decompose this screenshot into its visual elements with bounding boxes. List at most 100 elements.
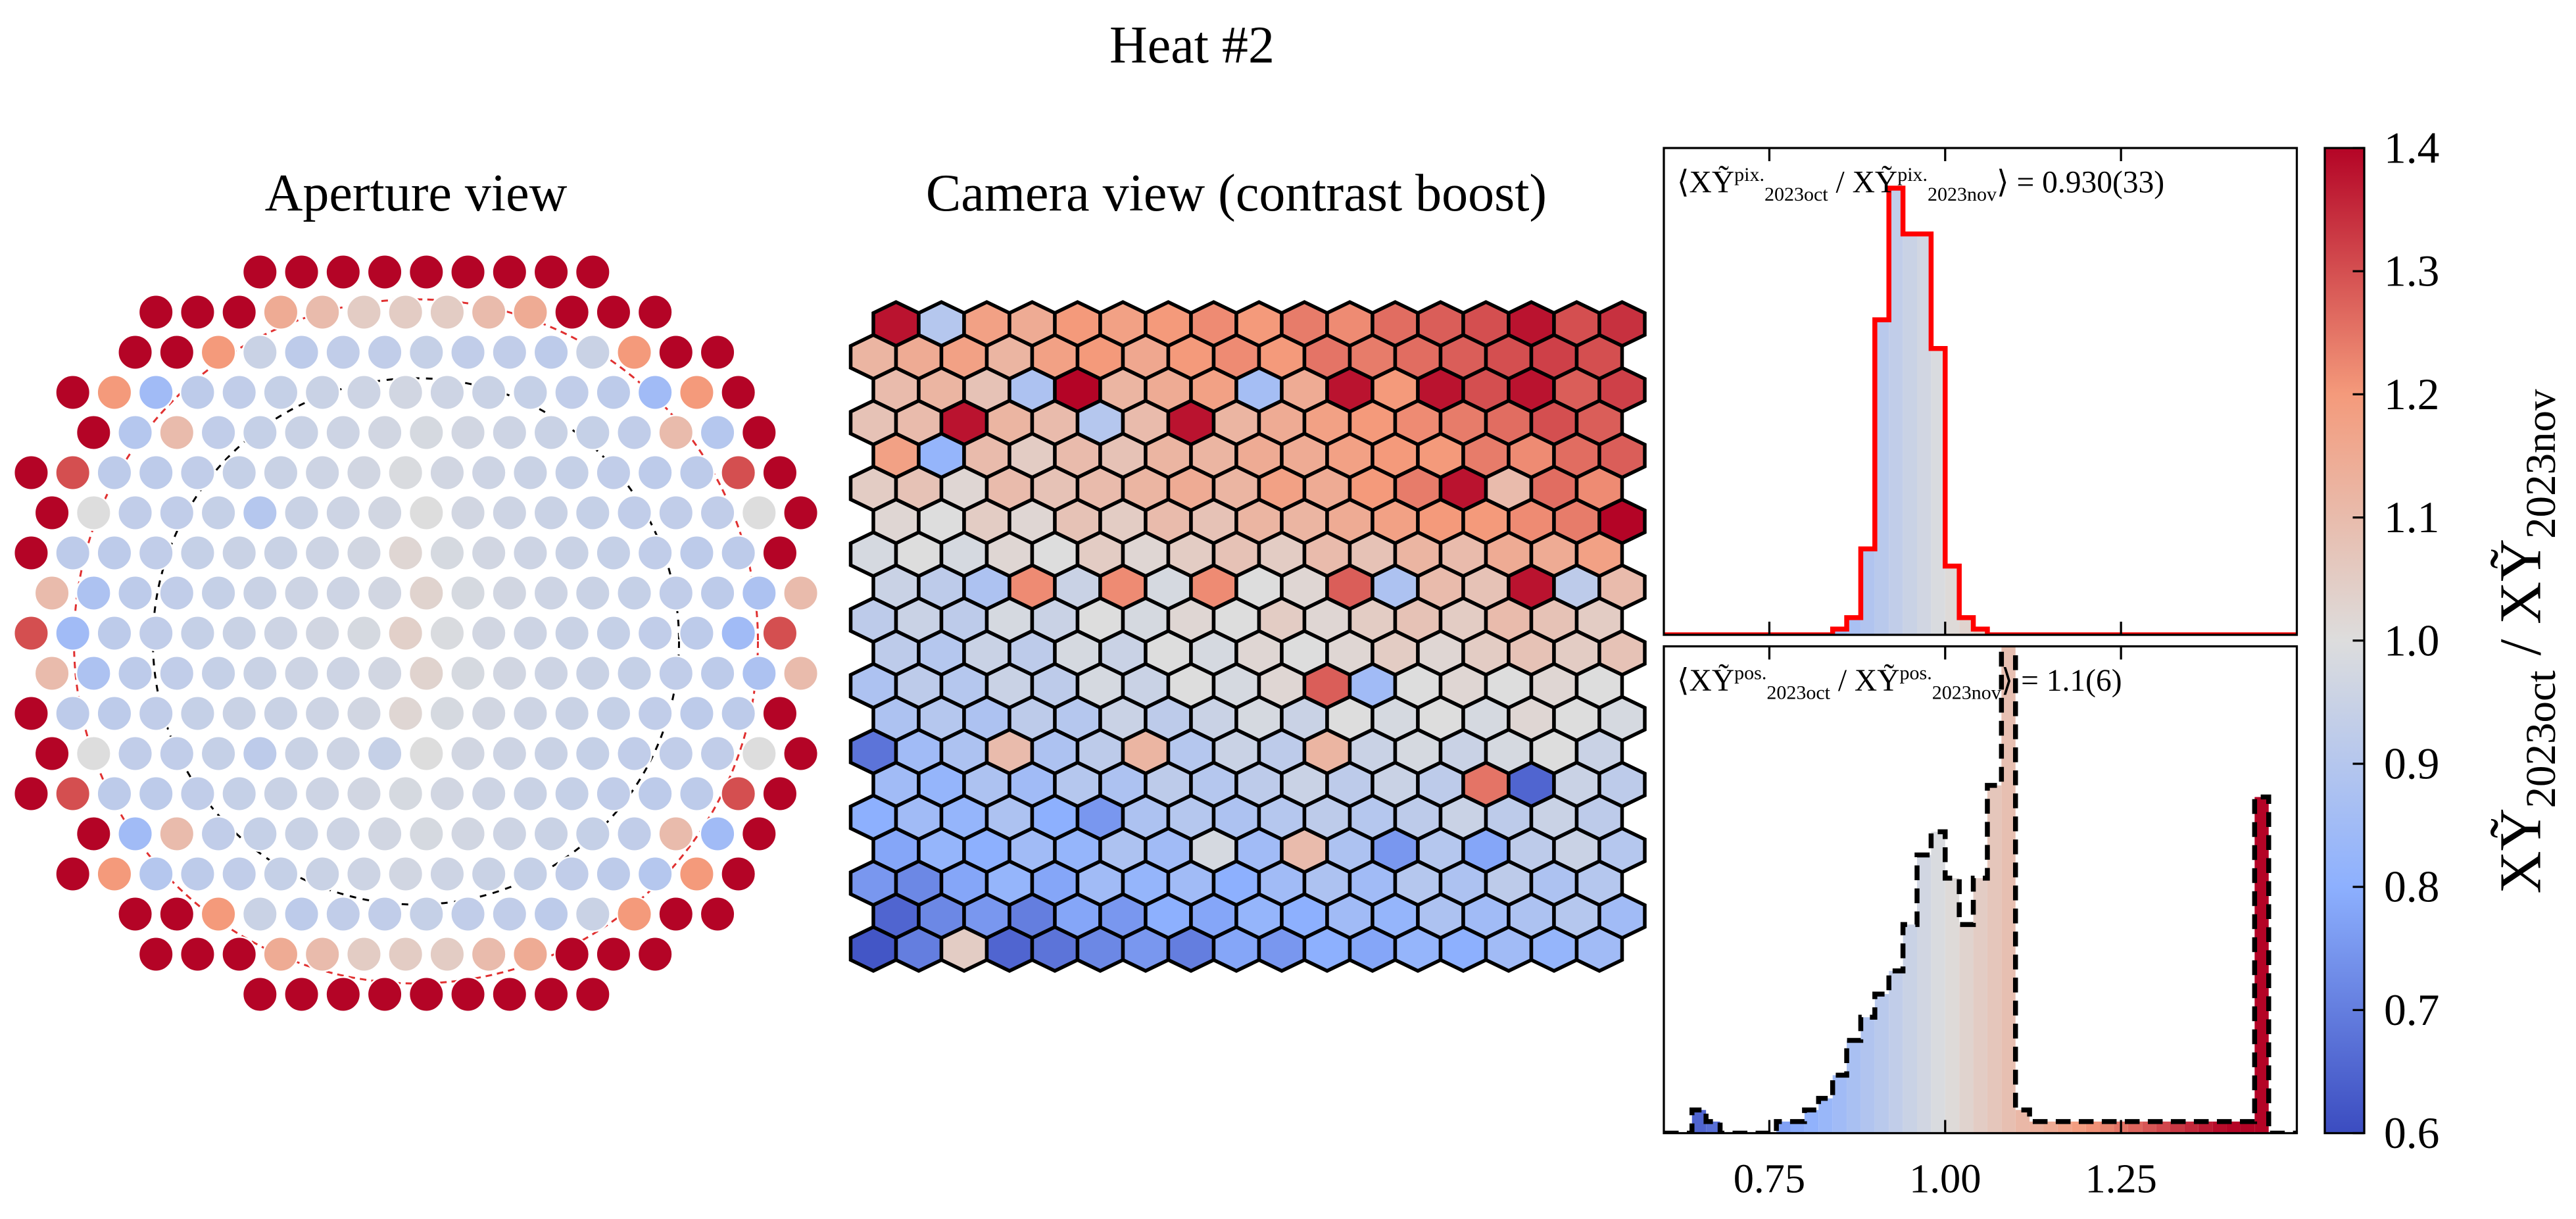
- histogram-bar: [2156, 1121, 2170, 1133]
- aperture-pixel: [117, 815, 154, 852]
- aperture-pixel: [34, 735, 70, 772]
- aperture-pixel: [533, 895, 570, 932]
- histogram-bar: [2001, 646, 2016, 1133]
- aperture-pixel: [137, 695, 174, 732]
- aperture-pixel: [34, 494, 70, 531]
- aperture-pixel: [366, 494, 403, 531]
- aperture-pixel: [283, 895, 320, 932]
- histogram-bar: [2127, 1121, 2143, 1133]
- aperture-pixel: [325, 735, 362, 772]
- histogram-bar: [1973, 629, 1987, 635]
- aperture-pixel: [345, 856, 382, 893]
- aperture-pixel: [158, 895, 195, 932]
- aperture-pixel: [533, 334, 570, 370]
- aperture-pixel: [96, 695, 133, 732]
- camera-pixel: [1166, 925, 1216, 973]
- histogram-bar: [2057, 1121, 2072, 1133]
- aperture-pixel: [241, 655, 278, 691]
- aperture-pixel: [491, 976, 528, 1012]
- aperture-pixel: [450, 253, 487, 290]
- aperture-pixel: [75, 494, 112, 531]
- aperture-pixel: [262, 695, 299, 732]
- camera-pixel: [1574, 925, 1624, 973]
- aperture-pixel: [595, 614, 632, 651]
- histogram-bar: [1790, 1121, 1805, 1133]
- histogram-bar: [1874, 994, 1889, 1133]
- aperture-pixel: [658, 494, 694, 531]
- aperture-pixel: [658, 655, 694, 691]
- aperture-pixel: [554, 374, 591, 411]
- aperture-pixel: [366, 976, 403, 1012]
- histogram-outline: [1663, 646, 2297, 1133]
- histogram-bar: [1860, 1017, 1875, 1133]
- aperture-pixel: [283, 976, 320, 1012]
- aperture-pixel: [637, 935, 673, 972]
- histogram-bar: [1889, 187, 1903, 635]
- camera-pixel: [1348, 925, 1397, 973]
- aperture-pixel: [345, 535, 382, 572]
- aperture-pixel: [637, 294, 673, 331]
- aperture-pixel: [491, 253, 528, 290]
- aperture-pixel: [470, 695, 507, 732]
- histogram-bar: [2029, 1121, 2044, 1133]
- aperture-pixel: [366, 334, 403, 370]
- aperture-pixel: [179, 454, 216, 491]
- histogram-bar: [2100, 1121, 2114, 1133]
- aperture-pixel: [762, 695, 798, 732]
- aperture-pixel: [55, 856, 91, 893]
- aperture-pixel: [366, 575, 403, 611]
- aperture-pixel: [117, 895, 154, 932]
- aperture-pixel: [241, 575, 278, 611]
- aperture-pixel: [450, 815, 487, 852]
- aperture-pixel: [366, 253, 403, 290]
- aperture-pixel: [221, 775, 258, 812]
- aperture-pixel: [491, 414, 528, 451]
- aperture-pixel: [408, 575, 445, 611]
- aperture-pixel: [262, 535, 299, 572]
- camera-pixel: [1030, 925, 1080, 973]
- aperture-pixel: [408, 494, 445, 531]
- aperture-pixel: [408, 895, 445, 932]
- aperture-pixel: [595, 775, 632, 812]
- aperture-pixel: [450, 655, 487, 691]
- aperture-pixel: [595, 374, 632, 411]
- camera-pixel: [984, 925, 1034, 973]
- aperture-pixel: [221, 294, 258, 331]
- aperture-pixel: [55, 695, 91, 732]
- aperture-pixel: [179, 614, 216, 651]
- camera-pixel: [1393, 925, 1443, 973]
- aperture-pixel: [637, 454, 673, 491]
- aperture-pixel: [304, 294, 341, 331]
- aperture-pixel: [741, 575, 777, 611]
- aperture-pixel: [616, 334, 653, 370]
- aperture-pixel: [783, 655, 819, 691]
- aperture-pixel: [783, 735, 819, 772]
- histogram-bar: [1776, 1121, 1791, 1133]
- aperture-pixel: [12, 775, 49, 812]
- aperture-pixel: [470, 294, 507, 331]
- aperture-pixel: [117, 334, 154, 370]
- aperture-pixel: [678, 695, 715, 732]
- histogram-bar: [1945, 878, 1960, 1133]
- histogram-bar: [2043, 1121, 2058, 1133]
- aperture-pixel: [304, 935, 341, 972]
- aperture-pixel: [96, 614, 133, 651]
- aperture-pixel: [96, 775, 133, 812]
- histogram-bar: [1987, 785, 2002, 1133]
- aperture-pixel: [366, 895, 403, 932]
- aperture-pixel: [221, 374, 258, 411]
- aperture-pixel: [658, 815, 694, 852]
- aperture-pixel: [616, 735, 653, 772]
- label-part: / XỸ: [2489, 539, 2554, 670]
- aperture-pixel: [345, 294, 382, 331]
- aperture-pixel: [221, 856, 258, 893]
- aperture-pixel: [637, 856, 673, 893]
- aperture-pixel: [158, 735, 195, 772]
- aperture-pixel: [241, 253, 278, 290]
- aperture-pixel: [595, 454, 632, 491]
- histogram-bar: [2198, 1121, 2213, 1133]
- aperture-pixel: [699, 655, 736, 691]
- axes-frame: [1663, 147, 2298, 636]
